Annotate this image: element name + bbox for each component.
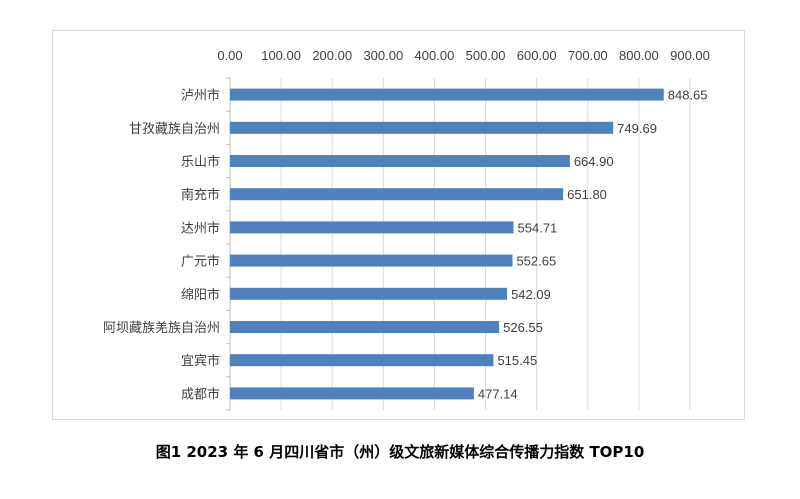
category-label: 成都市 <box>181 386 220 402</box>
category-label: 乐山市 <box>181 154 220 170</box>
data-label: 552.65 <box>516 254 556 269</box>
category-label: 宜宾市 <box>181 353 220 369</box>
x-tick-label: 500.00 <box>466 48 506 63</box>
x-tick-label: 400.00 <box>415 48 455 63</box>
x-tick-label: 600.00 <box>517 48 557 63</box>
x-tick-label: 100.00 <box>261 48 301 63</box>
category-label: 达州市 <box>181 220 220 236</box>
data-label: 848.65 <box>668 88 708 103</box>
category-label: 广元市 <box>181 254 220 270</box>
category-label: 甘孜藏族自治州 <box>129 121 220 137</box>
data-label: 749.69 <box>617 121 657 136</box>
x-tick-label: 200.00 <box>312 48 352 63</box>
bar <box>230 121 614 134</box>
x-tick-label: 0.00 <box>217 48 242 63</box>
x-tick-label: 300.00 <box>363 48 403 63</box>
data-label: 526.55 <box>503 320 543 335</box>
bar <box>230 88 664 101</box>
data-label: 477.14 <box>478 386 518 401</box>
bar <box>230 354 494 367</box>
figure-caption: 图1 2023 年 6 月四川省市（州）级文旅新媒体综合传播力指数 TOP10 <box>155 443 645 461</box>
category-label: 泸州市 <box>181 88 220 104</box>
x-tick-label: 900.00 <box>670 48 710 63</box>
data-label: 542.09 <box>511 287 551 302</box>
category-label: 绵阳市 <box>181 287 220 303</box>
x-tick-label: 800.00 <box>619 48 659 63</box>
data-label: 651.80 <box>567 187 607 202</box>
bar <box>230 254 513 267</box>
data-label: 554.71 <box>518 220 558 235</box>
bar <box>230 155 570 167</box>
category-label: 南充市 <box>181 187 220 203</box>
bar <box>230 287 508 300</box>
data-label: 515.45 <box>497 353 537 368</box>
data-label: 664.90 <box>574 154 614 169</box>
x-tick-label: 700.00 <box>568 48 608 63</box>
bar <box>230 321 500 333</box>
bar <box>230 387 474 400</box>
bar-chart: 0.00 100.00 200.00 300.00 400.00 500.00 600.00… <box>103 48 710 411</box>
category-label: 阿坝藏族羌族自治州 <box>103 320 220 336</box>
bar <box>230 188 564 201</box>
bar <box>230 221 514 234</box>
